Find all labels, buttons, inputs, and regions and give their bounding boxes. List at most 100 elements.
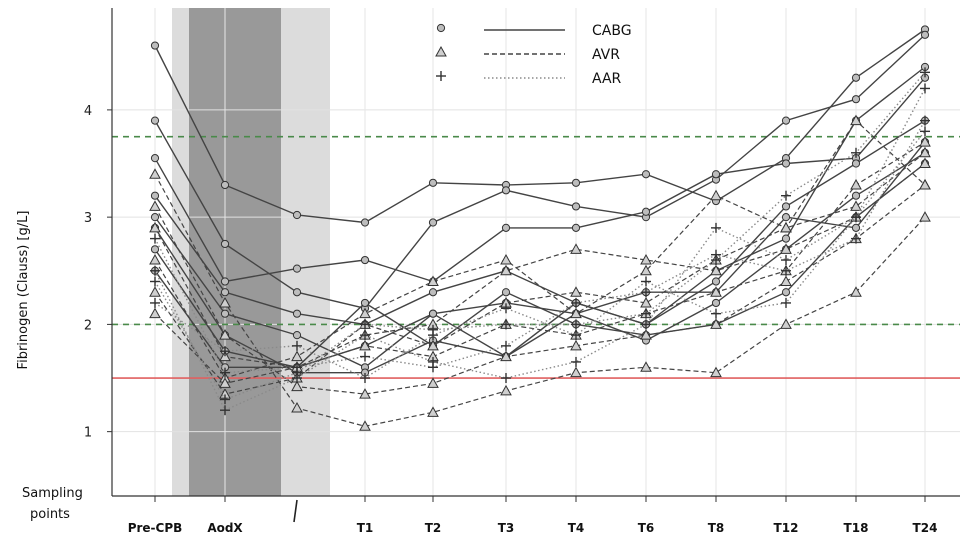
point-aar-3-2 — [292, 340, 302, 351]
x-tick-label-1: AodX — [207, 521, 243, 535]
point-cabg-1-10 — [851, 95, 861, 104]
point-cabg-0-1 — [220, 180, 230, 190]
x-tick-label-2: T1 — [357, 521, 374, 535]
point-avr-4-6 — [570, 286, 582, 297]
point-aar-1-7 — [641, 308, 651, 319]
point-avr-5-1 — [219, 377, 231, 388]
point-avr-5-11 — [919, 136, 931, 147]
point-avr-1-2 — [291, 380, 303, 392]
point-cabg-3-1 — [220, 288, 230, 297]
point-aar-3-11 — [920, 126, 930, 137]
point-aar-0-9 — [781, 255, 791, 266]
point-avr-2-7 — [640, 254, 652, 265]
series-line-aar-1 — [154, 71, 926, 401]
point-aar-3-7 — [641, 276, 651, 287]
point-aar-1-6 — [571, 319, 581, 330]
point-avr-1-7 — [640, 329, 652, 340]
legend-marker-avr — [435, 45, 447, 57]
point-avr-0-9 — [780, 318, 792, 329]
x-tick-label-6: T6 — [638, 521, 655, 535]
point-aar-3-6 — [571, 330, 581, 341]
point-aar-0-6 — [571, 356, 581, 367]
point-cabg-0-2 — [292, 210, 302, 220]
point-cabg-2-8 — [711, 170, 721, 179]
point-aar-3-5 — [501, 303, 511, 314]
shade-dark-band — [189, 8, 281, 496]
point-aar-0-3 — [360, 330, 370, 341]
point-cabg-0-0 — [150, 41, 160, 50]
point-cabg-0-10 — [851, 73, 861, 82]
point-avr-2-6 — [570, 243, 582, 254]
series-line-aar-0 — [154, 88, 926, 412]
point-avr-4-7 — [640, 296, 652, 308]
point-aar-3-1 — [220, 346, 230, 357]
point-avr-3-7 — [640, 264, 652, 276]
point-cabg-6-0 — [150, 245, 160, 254]
point-avr-0-7 — [640, 361, 652, 372]
point-cabg-3-0 — [150, 191, 160, 200]
clamp-off-marker — [293, 499, 298, 523]
point-aar-2-3 — [360, 351, 370, 362]
series-line-cabg-0 — [154, 28, 926, 224]
point-aar-3-10 — [851, 212, 861, 223]
point-cabg-1-5 — [501, 186, 511, 195]
point-avr-2-5 — [500, 264, 512, 276]
point-cabg-3-9 — [781, 234, 791, 243]
point-cabg-6-3 — [360, 298, 370, 308]
y-tick-label-1: 2 — [84, 318, 92, 333]
x-tick-label-0: Pre-CPB — [128, 521, 183, 535]
point-aar-0-5 — [501, 373, 511, 384]
series-line-avr-3 — [154, 119, 926, 379]
point-avr-0-4 — [427, 406, 439, 417]
series-line-avr-5 — [154, 141, 926, 385]
point-cabg-2-0 — [150, 154, 160, 163]
point-avr-0-11 — [919, 211, 931, 222]
point-avr-2-8 — [710, 264, 722, 276]
point-aar-0-7 — [641, 319, 651, 330]
data-series — [149, 25, 931, 431]
point-avr-5-0 — [149, 307, 161, 319]
point-avr-0-6 — [570, 366, 582, 378]
point-aar-3-8 — [711, 308, 721, 319]
point-avr-0-1 — [219, 296, 231, 308]
point-aar-2-2 — [292, 362, 302, 373]
point-aar-2-8 — [711, 249, 721, 260]
point-cabg-4-1 — [220, 309, 230, 318]
point-avr-0-8 — [710, 366, 722, 378]
x-tick-label-4: T3 — [498, 521, 515, 535]
series-line-avr-2 — [154, 163, 926, 368]
point-cabg-2-5 — [501, 223, 511, 232]
y-tick-label-2: 3 — [84, 211, 92, 226]
point-aar-1-3 — [360, 319, 370, 330]
point-avr-4-4 — [427, 339, 439, 351]
point-avr-1-3 — [359, 388, 371, 399]
point-avr-0-0 — [149, 168, 161, 179]
point-aar-2-5 — [501, 340, 511, 351]
point-aar-0-11 — [920, 83, 930, 94]
point-cabg-0-4 — [428, 178, 438, 187]
point-aar-2-9 — [781, 265, 791, 276]
point-cabg-4-8 — [711, 277, 721, 286]
legend-label-cabg: CABG — [592, 23, 632, 39]
point-aar-3-4 — [428, 330, 438, 341]
point-avr-1-0 — [149, 200, 161, 211]
point-cabg-5-8 — [711, 298, 721, 308]
point-avr-2-9 — [780, 243, 792, 254]
point-cabg-4-0 — [150, 213, 160, 222]
point-avr-1-5 — [500, 350, 512, 362]
point-aar-1-11 — [920, 67, 930, 78]
point-cabg-6-9 — [781, 288, 791, 297]
point-aar-2-6 — [571, 297, 581, 308]
point-cabg-1-2 — [292, 288, 302, 297]
point-cabg-2-7 — [641, 207, 651, 216]
y-tick-label-3: 4 — [84, 104, 92, 119]
series-line-cabg-2 — [154, 77, 926, 283]
legend-marker-aar — [436, 71, 446, 81]
point-cabg-6-5 — [501, 288, 511, 297]
legend-label-avr: AVR — [592, 47, 620, 63]
y-tick-label-0: 1 — [84, 426, 92, 441]
point-cabg-0-7 — [641, 170, 651, 179]
point-aar-2-7 — [641, 287, 651, 298]
point-cabg-1-0 — [150, 116, 160, 125]
point-aar-1-10 — [851, 147, 861, 158]
